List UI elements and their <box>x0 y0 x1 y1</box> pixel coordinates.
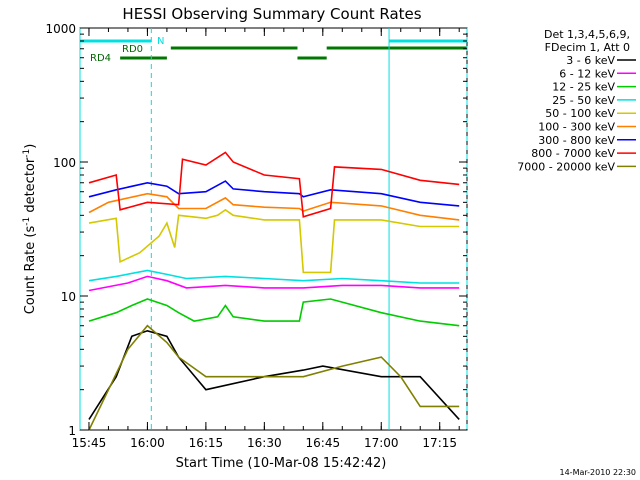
label-n: N <box>157 36 164 47</box>
y-axis: 1 10 100 1000 <box>45 22 467 438</box>
y-tick-label: 1000 <box>45 22 76 36</box>
x-tick-label: 17:15 <box>422 436 457 450</box>
label-rd4: RD4 <box>90 53 111 64</box>
legend-label: 800 - 7000 keV <box>531 147 615 160</box>
plot-frame <box>79 27 468 431</box>
legend-header-1: Det 1,3,4,5,6,9, <box>544 28 630 41</box>
series-line <box>88 269 460 284</box>
series-line <box>88 180 460 207</box>
legend-label: 6 - 12 keV <box>559 67 615 80</box>
series-line <box>88 329 460 420</box>
x-axis-label: Start Time (10-Mar-08 15:42:42) <box>176 456 387 471</box>
y-tick-label: 100 <box>53 156 76 170</box>
x-tick-label: 16:45 <box>306 436 341 450</box>
series-lines <box>88 151 460 431</box>
x-axis: 15:45 16:00 16:15 16:30 16:45 17:00 17:15 <box>72 28 460 450</box>
series-line <box>88 324 460 431</box>
timestamp: 14-Mar-2010 22:30 <box>560 468 637 477</box>
series-line <box>88 151 460 218</box>
legend-header-2: FDecim 1, Att 0 <box>545 41 630 54</box>
legend-label: 25 - 50 keV <box>552 94 615 107</box>
series-line <box>88 275 460 292</box>
y-axis-label: Count Rate (s-1 detector-1) <box>22 144 38 315</box>
x-tick-label: 17:00 <box>364 436 399 450</box>
series-line <box>88 192 460 221</box>
legend-label: 7000 - 20000 keV <box>517 160 615 173</box>
legend-label: 50 - 100 keV <box>545 107 615 120</box>
x-tick-label: 15:45 <box>72 436 107 450</box>
y-tick-label: 1 <box>68 424 76 438</box>
legend-label: 100 - 300 keV <box>538 121 615 134</box>
legend-label: 3 - 6 keV <box>566 54 615 67</box>
chart-title: HESSI Observing Summary Count Rates <box>122 5 421 23</box>
observing-bars <box>80 39 467 60</box>
legend-label: 300 - 800 keV <box>538 134 615 147</box>
x-tick-label: 16:30 <box>247 436 282 450</box>
label-rd0: RD0 <box>122 44 143 55</box>
legend-label: 12 - 25 keV <box>552 81 615 94</box>
x-tick-label: 16:15 <box>189 436 224 450</box>
time-markers <box>79 28 468 430</box>
y-tick-label: 10 <box>61 290 76 304</box>
series-line <box>88 208 460 274</box>
x-tick-label: 16:00 <box>130 436 165 450</box>
series-line <box>88 298 460 327</box>
legend: Det 1,3,4,5,6,9, FDecim 1, Att 0 3 - 6 k… <box>517 28 636 173</box>
